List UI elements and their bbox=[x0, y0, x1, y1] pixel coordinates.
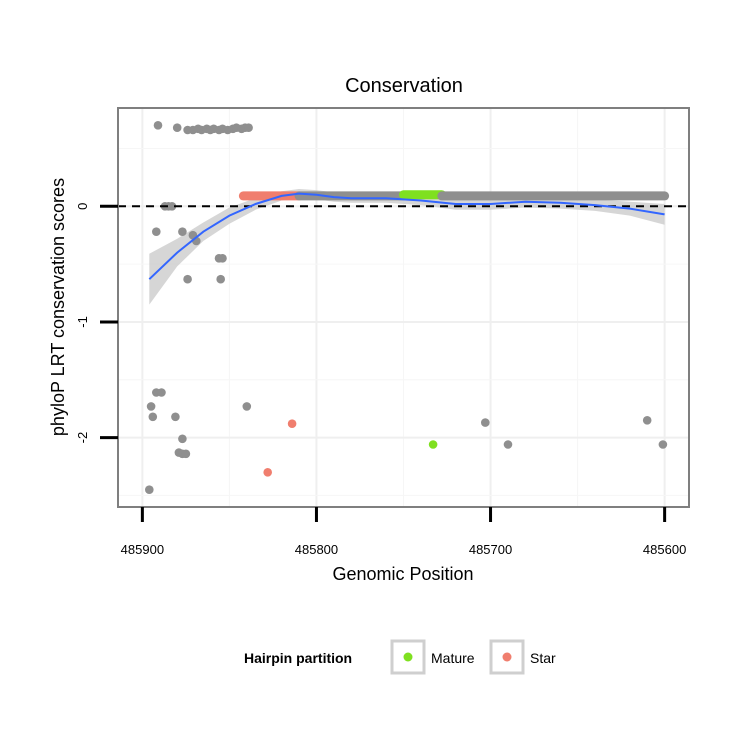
point-star bbox=[287, 419, 297, 429]
legend: Hairpin partition Mature Star bbox=[244, 639, 556, 675]
y-axis-title: phyloP LRT conservation scores bbox=[48, 178, 68, 436]
point-star bbox=[263, 468, 273, 477]
point-other bbox=[172, 123, 182, 132]
legend-dot-mature bbox=[403, 652, 413, 662]
point-other bbox=[152, 227, 161, 236]
legend-label-mature: Mature bbox=[431, 650, 475, 666]
x-axis-title: Genomic Position bbox=[332, 564, 473, 584]
point-other bbox=[481, 418, 490, 427]
point-other bbox=[216, 274, 225, 284]
legend-label-star: Star bbox=[530, 650, 556, 666]
point-other bbox=[178, 434, 187, 444]
point-other bbox=[503, 440, 513, 449]
point-other bbox=[153, 121, 163, 130]
smooth-line-layer bbox=[148, 192, 665, 280]
points-layer bbox=[145, 121, 668, 495]
x-tick-label: 485700 bbox=[469, 542, 512, 557]
x-tick-label: 485900 bbox=[121, 542, 164, 557]
point-other bbox=[242, 402, 252, 411]
point-other bbox=[244, 123, 253, 132]
point-other bbox=[157, 388, 166, 397]
smooth-line bbox=[148, 192, 665, 280]
legend-dot-star bbox=[502, 652, 512, 662]
point-other bbox=[148, 412, 158, 422]
plot-border bbox=[117, 107, 690, 508]
point-other bbox=[183, 274, 192, 284]
point-other bbox=[171, 412, 180, 422]
segment-layer bbox=[238, 190, 670, 201]
point-other bbox=[181, 449, 191, 459]
point-other bbox=[218, 253, 227, 263]
y-tick-label: -2 bbox=[75, 432, 90, 444]
point-other bbox=[178, 227, 187, 236]
x-tick-label: 485800 bbox=[295, 542, 338, 557]
point-mature bbox=[428, 440, 438, 449]
x-axis: 485900 485800 485700 485600 bbox=[121, 507, 686, 557]
point-other bbox=[658, 440, 668, 449]
point-other bbox=[167, 202, 177, 211]
y-tick-label: -1 bbox=[75, 316, 90, 328]
y-tick-label: 0 bbox=[75, 203, 90, 210]
point-other bbox=[145, 485, 154, 495]
point-other bbox=[642, 416, 652, 425]
y-axis: -2 -1 0 bbox=[75, 203, 118, 444]
point-other bbox=[146, 402, 156, 411]
x-tick-label: 485600 bbox=[643, 542, 686, 557]
legend-title: Hairpin partition bbox=[244, 650, 352, 666]
chart-title: Conservation bbox=[345, 75, 463, 97]
